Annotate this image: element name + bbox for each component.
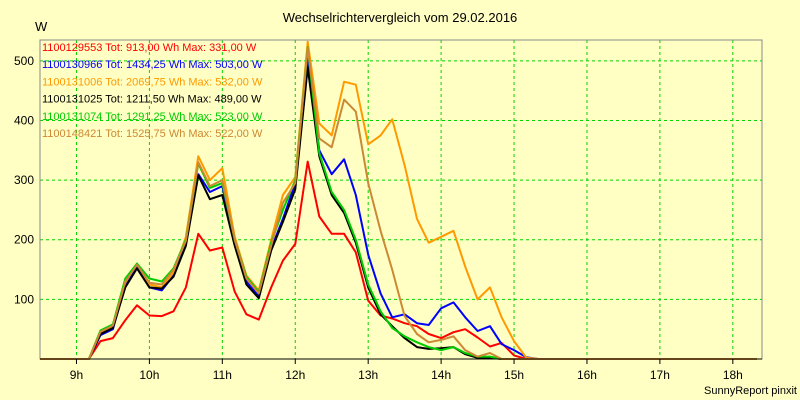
x-tick-label: 18h (723, 368, 743, 382)
axes: 100 200 300 400 500 9h 10h 11h 12h 13h 14h 15h 16h 17… (14, 54, 762, 382)
chart-title: Wechselrichtervergleich vom 29.02.2016 (283, 10, 518, 25)
legend-entry-1100131006: 1100131006 Tot: 2069,75 Wh Max: 532,00 W (42, 76, 263, 88)
y-tick-label: 200 (14, 233, 34, 247)
x-tick-label: 11h (213, 368, 232, 382)
legend-entry-1100131025: 1100131025 Tot: 1211,50 Wh Max: 489,00 W (42, 94, 262, 106)
x-tick-label: 16h (577, 368, 597, 382)
legend-entry-1100130966: 1100130966 Tot: 1434,25 Wh Max: 503,00 W (42, 59, 263, 71)
footer-credit: SunnyReport pinxit (704, 385, 797, 397)
series-line-1100129553 (40, 160, 757, 360)
series-line-1100131006 (40, 40, 757, 360)
y-tick-label: 100 (14, 292, 34, 306)
legend: 1100129553 Tot: 913,00 Wh Max: 331,00 W 1… (42, 42, 263, 140)
y-tick-label: 400 (14, 113, 34, 127)
series-lines (40, 40, 757, 360)
legend-entry-1100148421: 1100148421 Tot: 1525,75 Wh Max: 522,00 W (42, 128, 263, 140)
x-tick-label: 17h (650, 368, 670, 382)
x-tick-label: 14h (431, 368, 451, 382)
y-tick-label: 500 (14, 54, 34, 68)
grid (40, 40, 762, 359)
x-tick-label: 13h (358, 368, 378, 382)
x-tick-label: 12h (285, 368, 305, 382)
y-tick-label: 300 (14, 173, 34, 187)
x-tick-label: 15h (504, 368, 524, 382)
x-tick-label: 10h (139, 368, 159, 382)
y-axis-label: W (35, 19, 48, 34)
x-tick-label: 9h (70, 368, 83, 382)
legend-entry-1100131074: 1100131074 Tot: 1291,25 Wh Max: 523,00 W (42, 111, 263, 123)
legend-entry-1100129553: 1100129553 Tot: 913,00 Wh Max: 331,00 W (42, 42, 257, 54)
